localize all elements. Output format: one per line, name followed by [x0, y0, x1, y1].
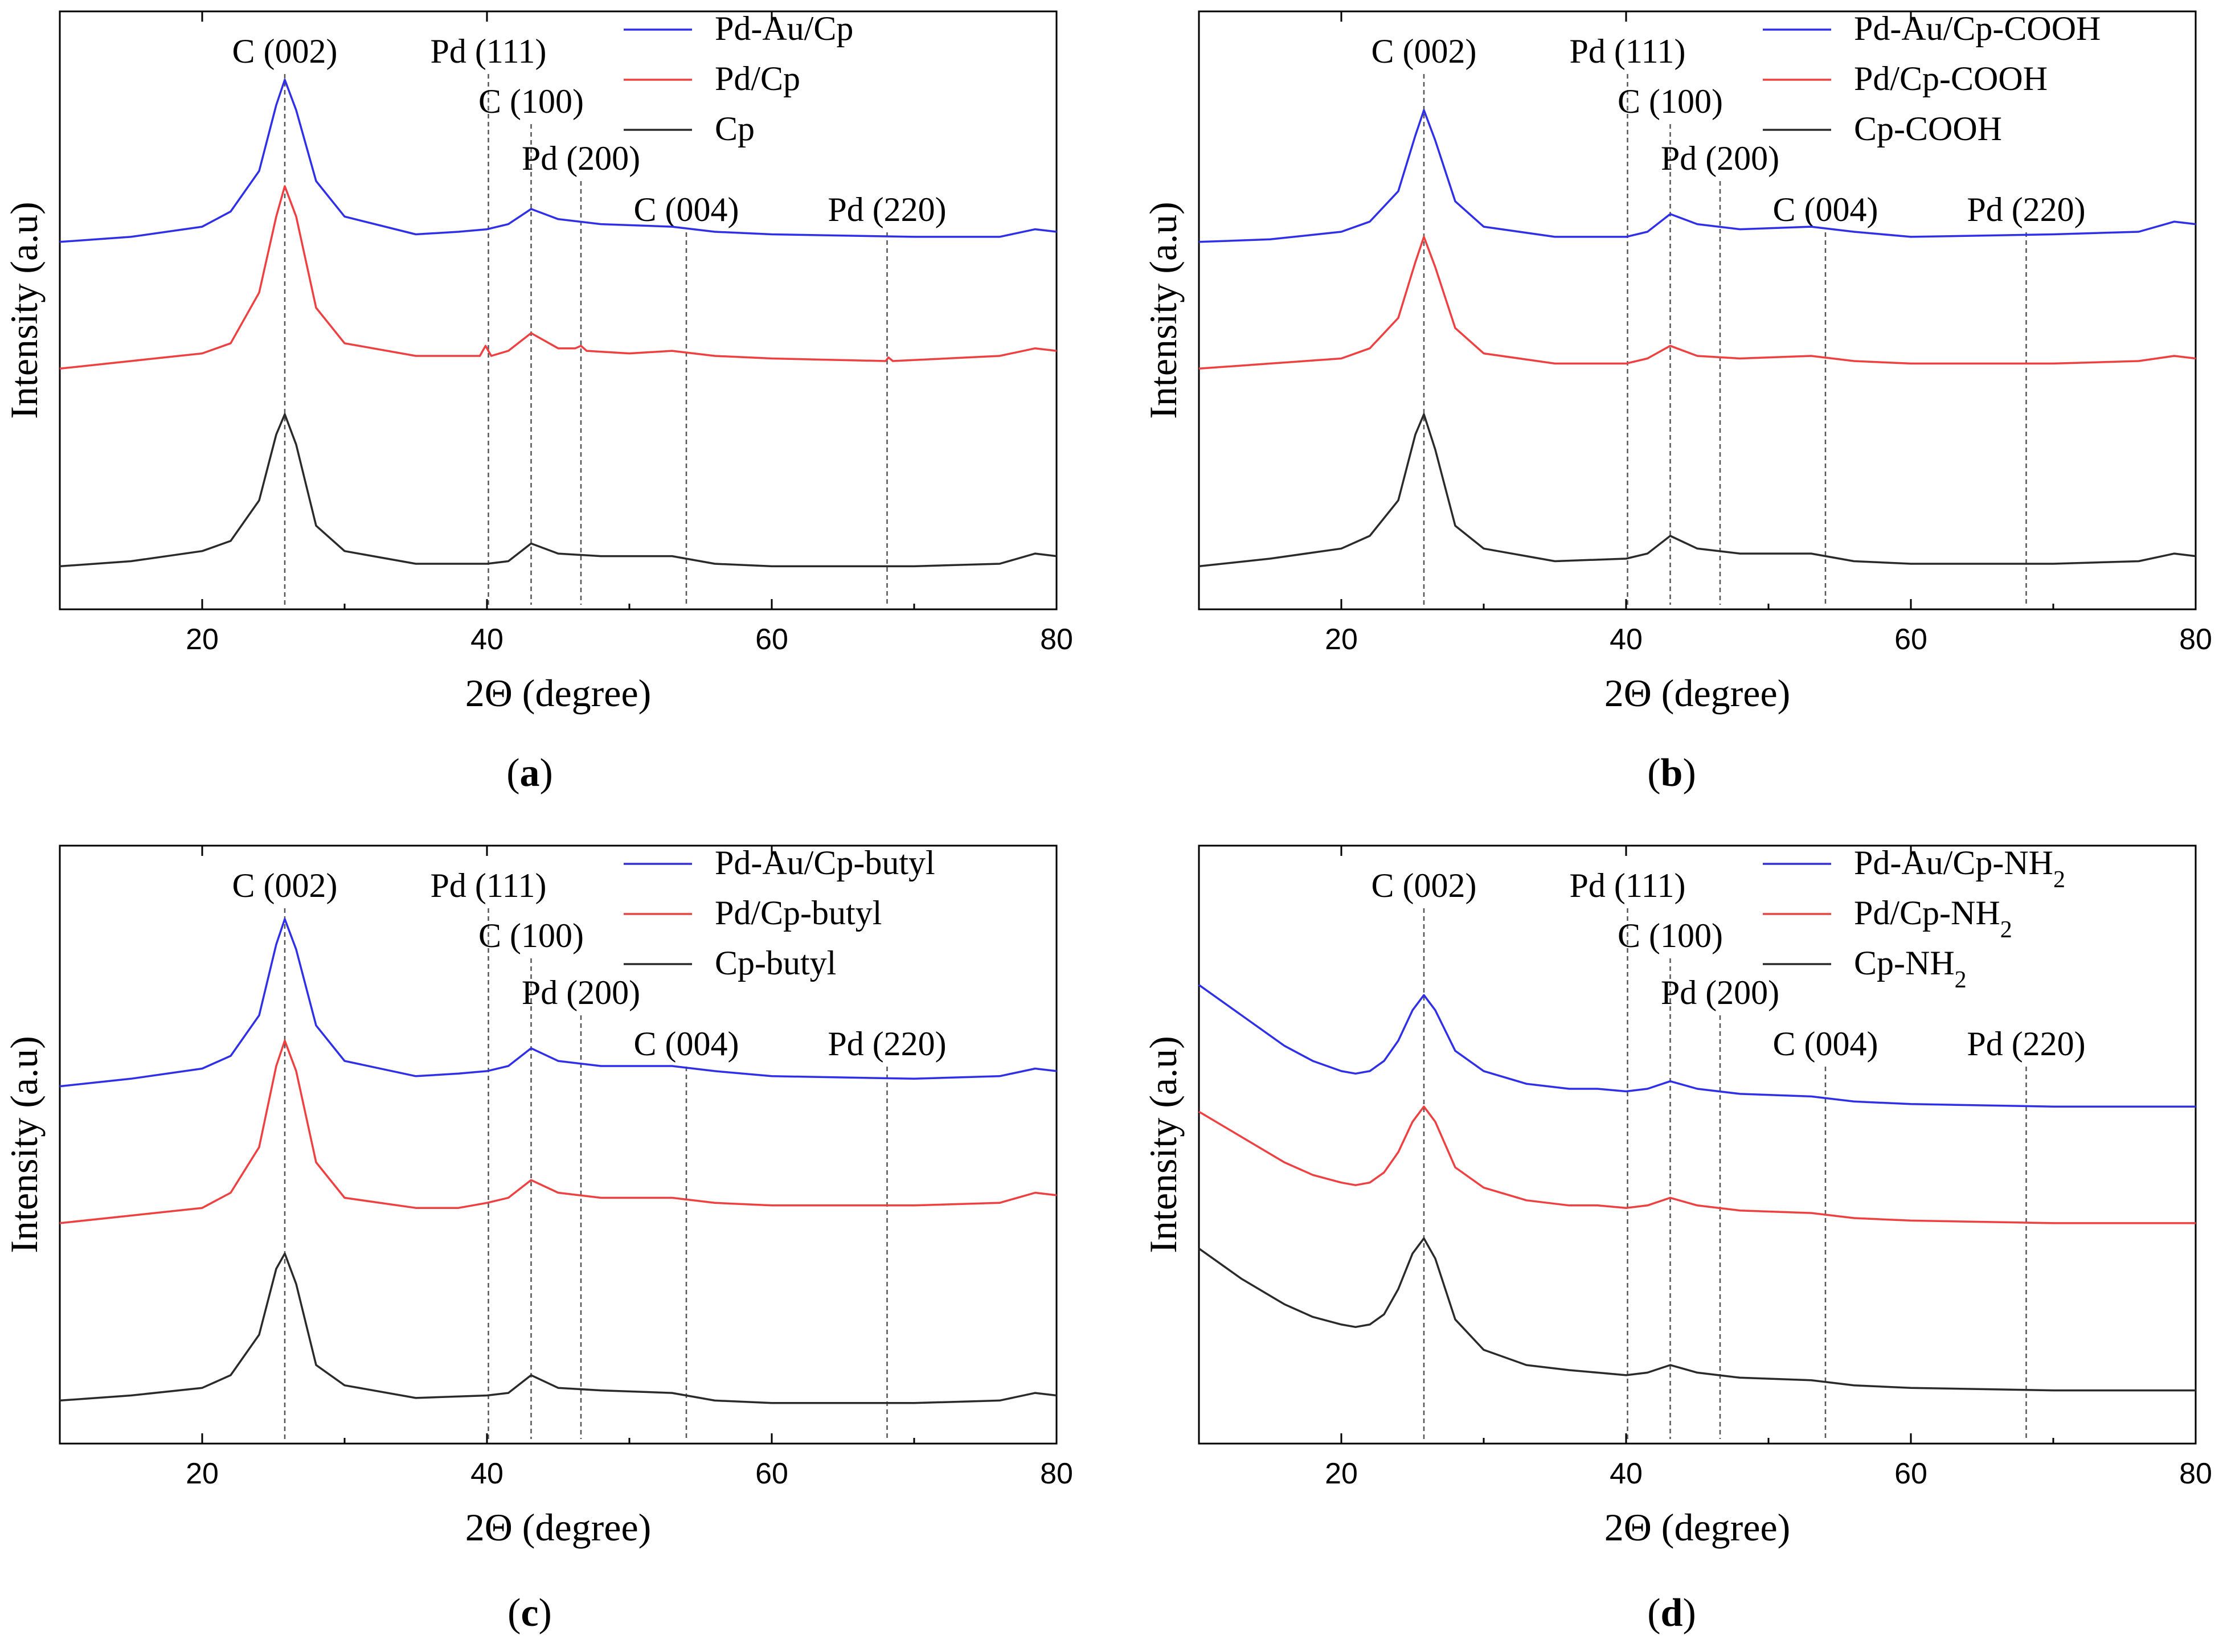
x-tick-label: 80 — [1040, 623, 1073, 656]
series-line — [59, 79, 1057, 243]
legend-label: Cp-NH2 — [1854, 944, 1967, 993]
peak-label: Pd (200) — [522, 140, 640, 177]
peak-label: C (100) — [478, 917, 584, 954]
peak-label: C (100) — [1618, 917, 1723, 954]
peak-label: Pd (200) — [1661, 140, 1779, 177]
x-tick-label: 60 — [1894, 623, 1927, 656]
y-axis-title: Intensity (a.u) — [2, 202, 46, 419]
x-tick-label: 40 — [1610, 623, 1643, 656]
series-line — [1198, 109, 2196, 243]
legend-label: Pd-Au/Cp-NH2 — [1854, 844, 2065, 893]
peak-label: Pd (220) — [1967, 191, 2085, 228]
y-axis-title: Intensity (a.u) — [1141, 202, 1185, 419]
peak-label: Pd (220) — [828, 191, 946, 228]
legend-label: Pd-Au/Cp-butyl — [715, 844, 935, 882]
x-tick-label: 60 — [755, 623, 788, 656]
peak-label: C (002) — [232, 32, 338, 70]
x-tick-label: 40 — [470, 623, 503, 656]
panel-label: (b) — [1647, 751, 1696, 795]
x-axis-title: 2Θ (degree) — [1604, 1506, 1791, 1549]
legend-label: Pd/Cp-NH2 — [1854, 894, 2012, 943]
x-tick-label: 60 — [755, 1457, 788, 1490]
plot-frame — [59, 10, 1058, 610]
x-axis-title: 2Θ (degree) — [1604, 671, 1791, 715]
series-line — [59, 918, 1057, 1088]
series-line — [59, 1252, 1057, 1404]
plot-frame — [1198, 845, 2197, 1445]
x-tick-label: 80 — [2179, 1457, 2212, 1490]
peak-label: Pd (111) — [431, 867, 547, 904]
chart-panel-d: 20 40 60 80 2Θ (degree) Intensity (a.u) C (002… — [1141, 844, 2212, 1635]
x-axis-title: 2Θ (degree) — [465, 671, 652, 715]
peak-label: Pd (200) — [1661, 974, 1779, 1011]
legend-label: Pd/Cp-butyl — [715, 894, 882, 932]
plot-frame — [59, 845, 1058, 1445]
series-line — [1198, 984, 2196, 1108]
peak-label: Pd (111) — [431, 32, 547, 70]
series-line — [59, 413, 1057, 568]
legend-label: Cp-COOH — [1854, 110, 2002, 147]
peak-label: C (002) — [1372, 32, 1477, 70]
x-tick-label: 20 — [1325, 623, 1358, 656]
x-tick-label: 80 — [1040, 1457, 1073, 1490]
series-line — [59, 1039, 1057, 1224]
peak-label: C (002) — [232, 867, 338, 904]
x-tick-label: 40 — [1610, 1457, 1643, 1490]
peak-label: Pd (111) — [1570, 867, 1686, 904]
legend-label: Pd/Cp-COOH — [1854, 60, 2048, 97]
panel-label: (a) — [506, 751, 553, 795]
x-tick-label: 80 — [2179, 623, 2212, 656]
plot-frame — [1198, 10, 2197, 610]
peak-label: Pd (220) — [828, 1025, 946, 1063]
x-tick-label: 20 — [186, 623, 219, 656]
legend-label: Pd/Cp — [715, 60, 800, 97]
peak-label: Pd (111) — [1570, 32, 1686, 70]
chart-panel-a: 20 40 60 80 2Θ (degree) Intensity (a.u) C (002… — [2, 10, 1073, 795]
x-tick-label: 60 — [1894, 1457, 1927, 1490]
peak-label: C (004) — [1773, 191, 1878, 228]
x-tick-label: 20 — [1325, 1457, 1358, 1490]
x-tick-label: 40 — [470, 1457, 503, 1490]
panel-label: (c) — [507, 1591, 552, 1635]
x-axis-title: 2Θ (degree) — [465, 1506, 652, 1549]
peak-label: C (004) — [634, 191, 739, 228]
peak-label: Pd (200) — [522, 974, 640, 1011]
legend-label: Pd-Au/Cp — [715, 10, 853, 47]
peak-label: C (004) — [1773, 1025, 1878, 1063]
panel-label: (d) — [1647, 1591, 1696, 1635]
legend-label: Pd-Au/Cp-COOH — [1854, 10, 2101, 47]
series-line — [1198, 236, 2196, 370]
peak-label: C (004) — [634, 1025, 739, 1063]
chart-panel-b: 20 40 60 80 2Θ (degree) Intensity (a.u) C (002… — [1141, 10, 2212, 795]
peak-label: C (100) — [1618, 83, 1723, 120]
chart-panel-c: 20 40 60 80 2Θ (degree) Intensity (a.u) C (002… — [2, 844, 1073, 1635]
peak-label: C (100) — [478, 83, 584, 120]
x-tick-label: 20 — [186, 1457, 219, 1490]
peak-label: C (002) — [1372, 867, 1477, 904]
y-axis-title: Intensity (a.u) — [1141, 1036, 1185, 1253]
series-line — [1198, 1237, 2196, 1392]
legend-label: Cp — [715, 110, 755, 147]
series-line — [1198, 413, 2196, 568]
peak-label: Pd (220) — [1967, 1025, 2085, 1063]
series-line — [59, 185, 1057, 370]
legend-label: Cp-butyl — [715, 944, 836, 982]
series-line — [1198, 1105, 2196, 1224]
y-axis-title: Intensity (a.u) — [2, 1036, 46, 1253]
